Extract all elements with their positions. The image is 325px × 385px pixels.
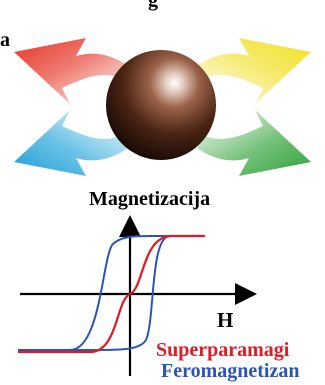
arrow-bottom-left xyxy=(14,110,128,176)
nanoparticle-sphere xyxy=(106,50,216,160)
superparamagnetic-curve xyxy=(18,234,205,354)
top-cut-label: g xyxy=(148,0,158,11)
arrow-bottom-right xyxy=(197,110,311,176)
magnetization-axis-label: Magnetizacija xyxy=(89,188,211,210)
ferromagnetic-loop xyxy=(18,235,205,351)
legend-superparamagnetic: Superparamagi xyxy=(156,339,290,361)
arrow-top-left xyxy=(14,38,128,104)
legend-ferromagnetic: Feromagnetizan xyxy=(161,360,300,382)
arrow-top-right xyxy=(197,38,311,104)
ferromagnetic-loop-return xyxy=(18,235,205,351)
left-cut-label: a xyxy=(0,29,10,51)
field-axis-label: H xyxy=(217,308,234,332)
